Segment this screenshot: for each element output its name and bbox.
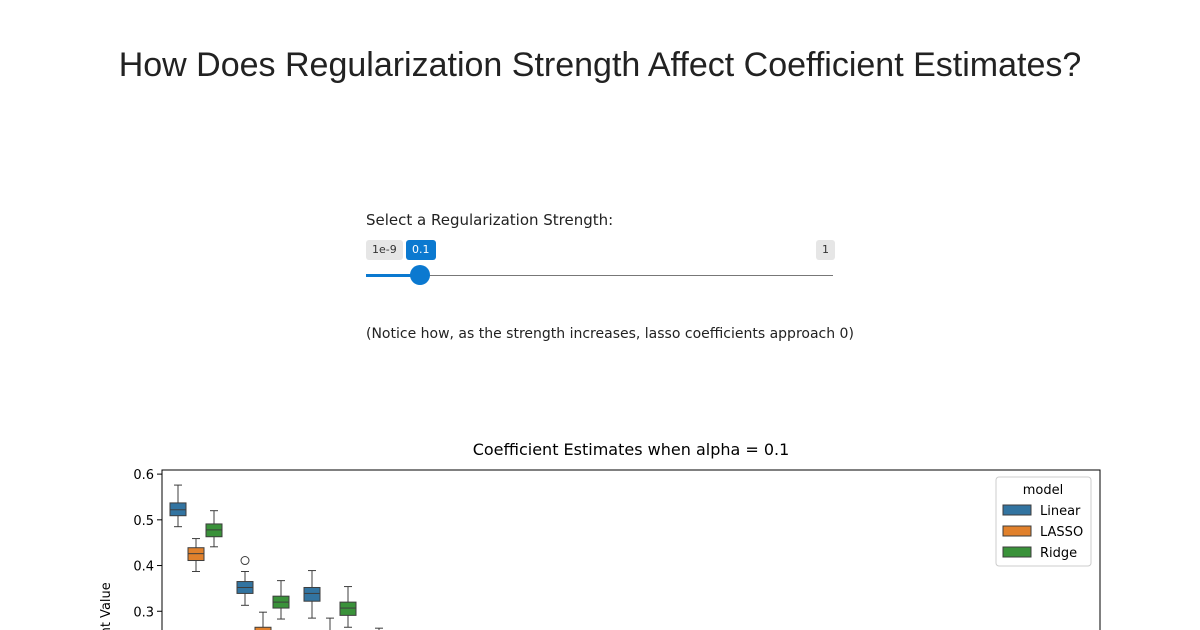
axes-frame: [161, 469, 1101, 630]
slider-handle[interactable]: [410, 265, 430, 285]
box: [254, 626, 272, 630]
page-title: How Does Regularization Strength Affect …: [118, 46, 1082, 84]
legend-label: Ridge: [1040, 546, 1077, 561]
y-tick-label: 0.3: [133, 605, 154, 620]
box: [303, 586, 321, 602]
chart: Coefficient Estimates when alpha = 0.1 C…: [99, 440, 1101, 630]
legend-box: [995, 476, 1092, 567]
slider-track[interactable]: [366, 275, 833, 276]
slider-track-fill: [366, 274, 420, 277]
slider-min-mark[interactable]: 1e-9: [366, 240, 403, 260]
y-axis-label: Coefficient Value: [99, 582, 114, 630]
slider-max-mark[interactable]: 1: [816, 240, 835, 260]
box: [339, 601, 357, 616]
legend-swatch: [1002, 504, 1032, 516]
notice-text: (Notice how, as the strength increases, …: [366, 326, 854, 342]
chart-title: Coefficient Estimates when alpha = 0.1: [473, 440, 790, 459]
slider-label: Select a Regularization Strength:: [366, 211, 614, 229]
legend-swatch: [1002, 546, 1032, 558]
y-tick-label: 0.6: [133, 468, 154, 483]
legend-label: LASSO: [1040, 525, 1083, 540]
slider-value-tooltip: 0.1: [406, 240, 436, 260]
y-tick-label: 0.4: [133, 560, 154, 575]
legend-title: model: [1023, 483, 1063, 498]
legend-label: Linear: [1040, 504, 1081, 519]
outlier: [240, 556, 250, 566]
y-tick-label: 0.5: [133, 514, 154, 529]
legend-swatch: [1002, 525, 1032, 537]
